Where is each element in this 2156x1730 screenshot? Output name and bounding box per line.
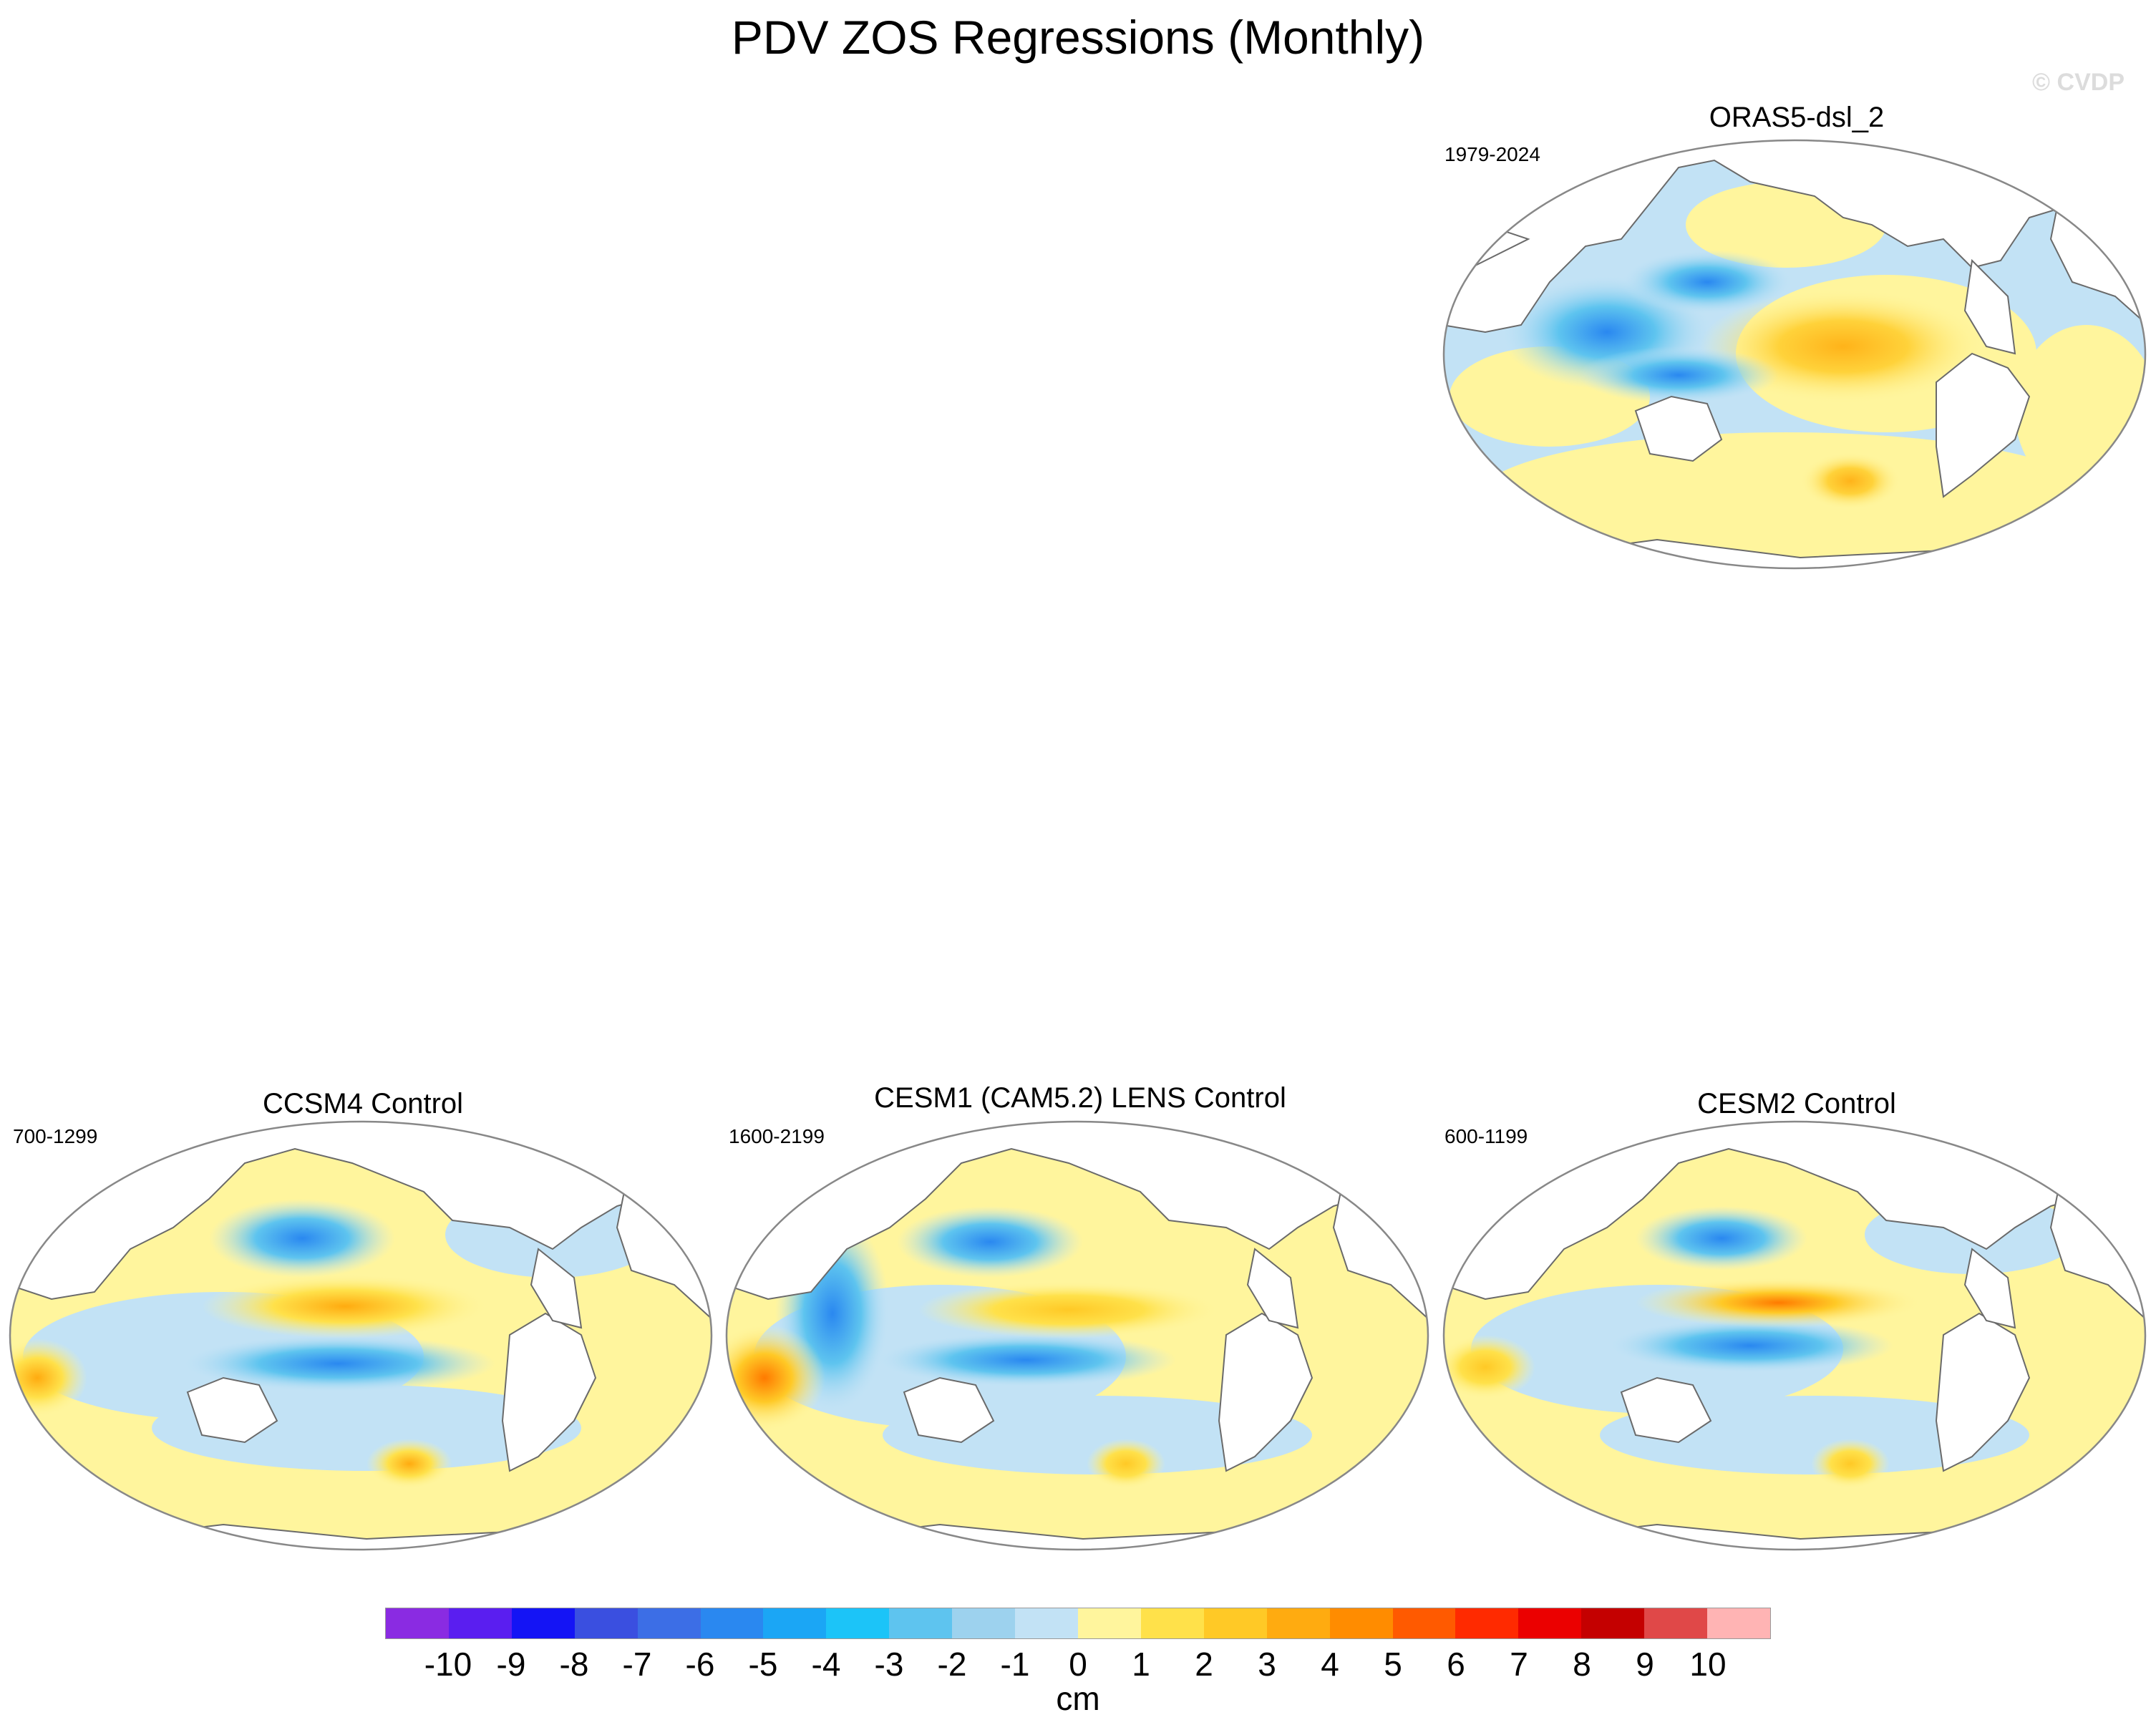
colorbar-swatch — [1581, 1608, 1645, 1638]
colorbar-swatch — [1203, 1608, 1267, 1638]
colorbar-tick-label: -6 — [685, 1646, 715, 1683]
panel-title-cesm1: CESM1 (CAM5.2) LENS Control — [874, 1082, 1286, 1114]
panel-period-oras5: 1979-2024 — [1444, 143, 1540, 165]
colorbar-tick-label: 9 — [1636, 1646, 1654, 1683]
colorbar-swatch — [763, 1608, 827, 1638]
colorbar-swatch — [889, 1608, 953, 1638]
colorbar-swatch — [700, 1608, 764, 1638]
map-oras5 — [1442, 139, 2147, 570]
panel-title-cesm2: CESM2 Control — [1697, 1088, 1896, 1119]
colorbar-tick-label: 0 — [1069, 1646, 1087, 1683]
colorbar-tick-label: -5 — [748, 1646, 778, 1683]
colorbar-tick-label: 1 — [1132, 1646, 1150, 1683]
colorbar-units: cm — [1056, 1680, 1100, 1717]
colorbar-tick-label: 6 — [1447, 1646, 1465, 1683]
cvdp-watermark: © CVDP — [2032, 69, 2125, 96]
colorbar-tick-label: -10 — [424, 1646, 472, 1683]
colorbar-tick-label: -2 — [937, 1646, 967, 1683]
colorbar-swatch — [1392, 1608, 1456, 1638]
colorbar-swatch — [448, 1608, 512, 1638]
colorbar-swatch — [826, 1608, 890, 1638]
colorbar-swatch — [637, 1608, 701, 1638]
colorbar-swatch — [574, 1608, 638, 1638]
colorbar-tick-label: 8 — [1573, 1646, 1591, 1683]
colorbar-swatch — [1015, 1608, 1078, 1638]
colorbar-tick-label: 4 — [1321, 1646, 1339, 1683]
colorbar-swatch — [1077, 1608, 1141, 1638]
colorbar-tick-label: 5 — [1384, 1646, 1402, 1683]
panel-period-cesm2: 600-1199 — [1444, 1125, 1528, 1147]
panel-title-oras5: ORAS5-dsl_2 — [1709, 102, 1885, 133]
colorbar-tick-label: -9 — [496, 1646, 526, 1683]
figure-title: PDV ZOS Regressions (Monthly) — [731, 11, 1425, 64]
colorbar-tick-label: -1 — [1000, 1646, 1030, 1683]
colorbar-swatch — [1707, 1608, 1770, 1638]
colorbar-swatch — [511, 1608, 575, 1638]
map-cesm1 — [725, 1120, 1429, 1551]
colorbar-swatch — [1266, 1608, 1330, 1638]
panel-period-ccsm4: 700-1299 — [13, 1125, 98, 1147]
colorbar-tick-label: 2 — [1195, 1646, 1213, 1683]
colorbar-swatch — [1518, 1608, 1582, 1638]
colorbar — [385, 1608, 1771, 1639]
colorbar-tick-label: 3 — [1258, 1646, 1276, 1683]
colorbar-tick-label: -3 — [874, 1646, 904, 1683]
map-ccsm4 — [9, 1120, 713, 1551]
colorbar-tick-label: -8 — [559, 1646, 589, 1683]
colorbar-tick-label: 10 — [1689, 1646, 1727, 1683]
colorbar-swatch — [386, 1608, 449, 1638]
colorbar-tick-label: 7 — [1510, 1646, 1528, 1683]
colorbar-swatch — [1644, 1608, 1708, 1638]
colorbar-swatch — [1140, 1608, 1204, 1638]
colorbar-swatch — [1455, 1608, 1519, 1638]
panel-title-ccsm4: CCSM4 Control — [262, 1088, 464, 1119]
colorbar-tick-label: -4 — [811, 1646, 841, 1683]
panel-period-cesm1: 1600-2199 — [729, 1125, 825, 1147]
colorbar-swatch — [952, 1608, 1016, 1638]
colorbar-tick-label: -7 — [622, 1646, 652, 1683]
colorbar-swatch — [1329, 1608, 1393, 1638]
map-cesm2 — [1442, 1120, 2147, 1551]
